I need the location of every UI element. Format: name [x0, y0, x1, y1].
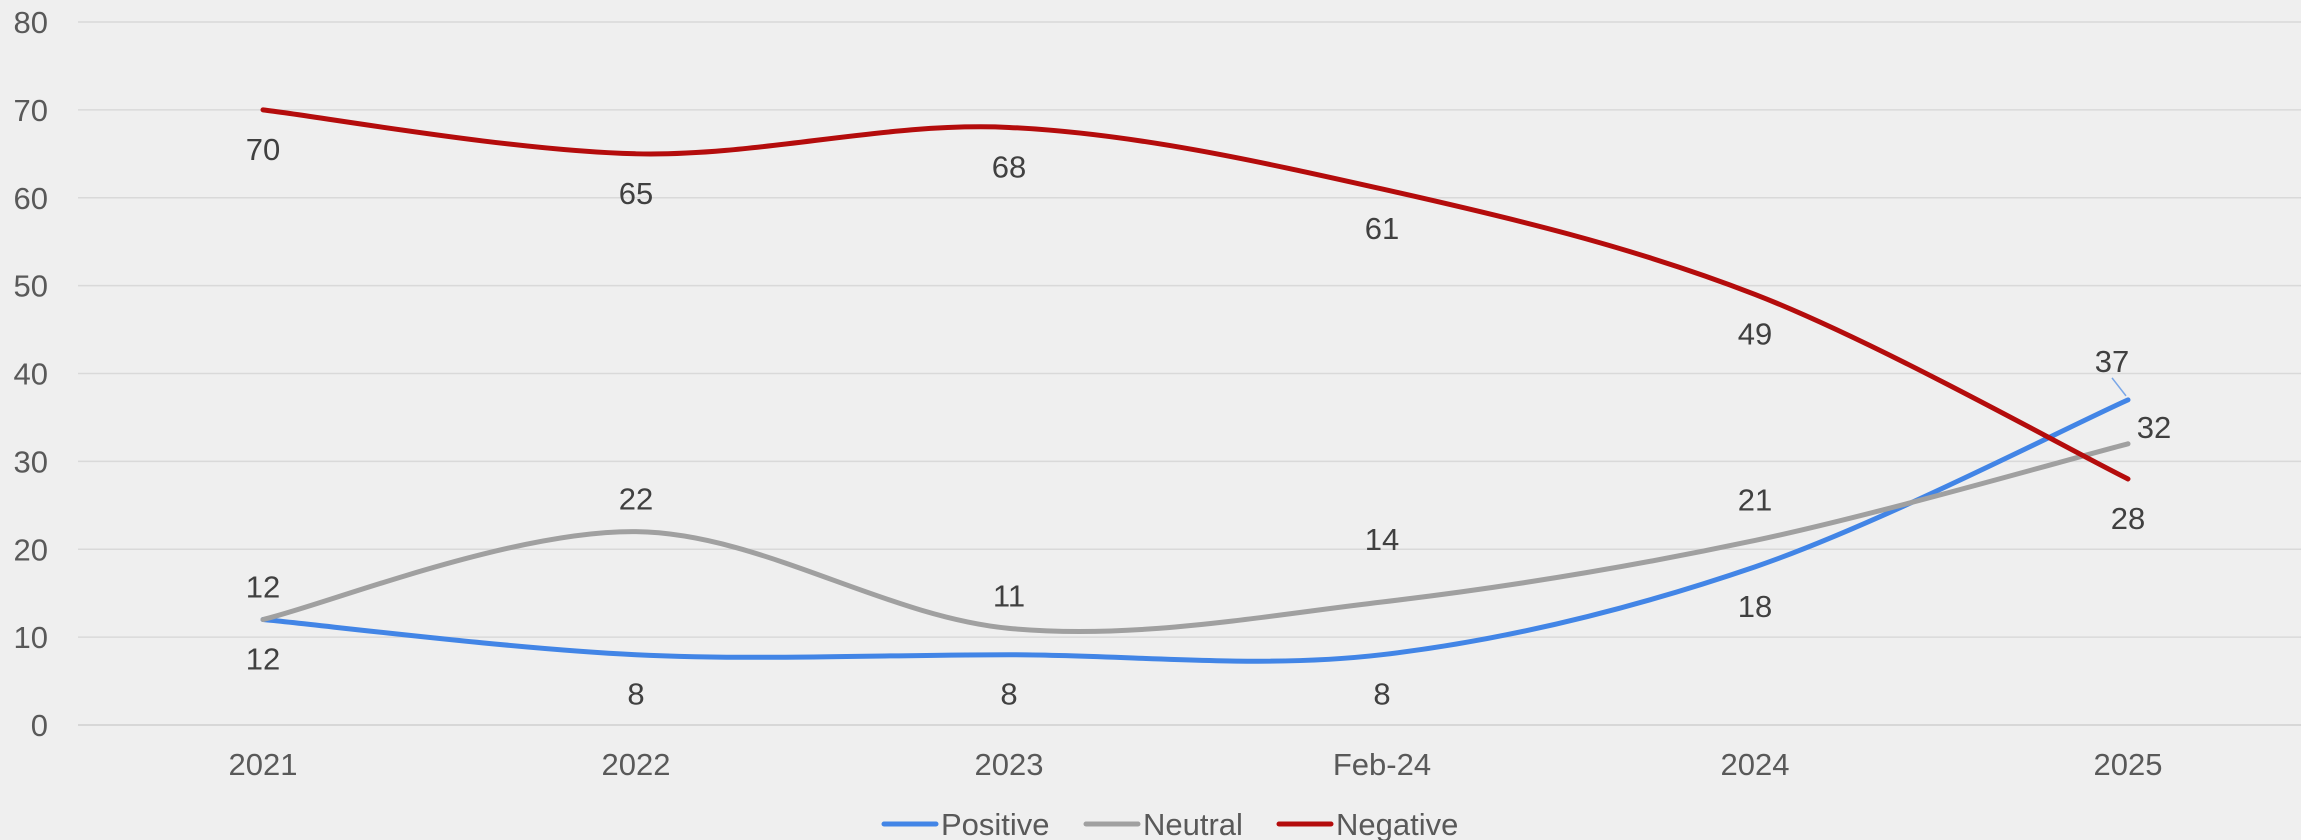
data-label-neutral: 22 — [619, 482, 653, 517]
data-label-neutral: 21 — [1738, 482, 1772, 517]
data-label-positive: 8 — [627, 677, 644, 712]
y-tick-label: 40 — [14, 357, 48, 392]
data-label-negative: 61 — [1365, 211, 1399, 246]
y-tick-label: 50 — [14, 269, 48, 304]
data-label-negative: 70 — [246, 132, 280, 167]
y-tick-label: 10 — [14, 620, 48, 655]
x-tick-label: 2023 — [975, 747, 1044, 782]
data-label-neutral: 12 — [246, 570, 280, 605]
data-label-positive: 37 — [2095, 344, 2129, 379]
y-tick-label: 70 — [14, 93, 48, 128]
data-label-negative: 49 — [1738, 316, 1772, 351]
series-line-positive — [260, 397, 2131, 664]
y-tick-label: 60 — [14, 181, 48, 216]
legend-label-negative: Negative — [1336, 807, 1458, 840]
data-label-positive: 12 — [246, 642, 280, 677]
y-tick-label: 80 — [14, 5, 48, 40]
data-label-neutral: 14 — [1365, 522, 1399, 557]
data-label-negative: 65 — [619, 176, 653, 211]
x-axis: 2021 2022 2023 Feb-24 2024 2025 — [229, 747, 2163, 782]
data-label-positive: 8 — [1373, 677, 1390, 712]
y-tick-label: 30 — [14, 444, 48, 479]
data-label-neutral: 11 — [993, 578, 1025, 613]
legend-label-positive: Positive — [941, 807, 1050, 840]
data-label-neutral: 32 — [2137, 410, 2171, 445]
y-tick-label: 20 — [14, 532, 48, 567]
gridlines — [78, 21, 2301, 726]
legend-label-neutral: Neutral — [1143, 807, 1243, 840]
y-tick-label: 0 — [31, 708, 48, 743]
label-leader-line — [2111, 377, 2127, 397]
series-lines — [260, 107, 2131, 664]
data-labels: 12 8 8 8 18 37 12 22 11 14 21 32 70 65 68 61 49 28 — [246, 132, 2171, 712]
x-tick-label: 2022 — [602, 747, 671, 782]
series-line-negative — [260, 107, 2131, 482]
y-axis: 0 10 20 30 40 50 60 70 80 — [14, 5, 48, 743]
legend: Positive Neutral Negative — [881, 807, 1458, 840]
series-line-neutral — [260, 441, 2131, 635]
data-label-negative: 28 — [2111, 501, 2145, 536]
data-label-positive: 8 — [1000, 677, 1017, 712]
data-label-positive: 18 — [1738, 589, 1772, 624]
x-tick-label: 2024 — [1721, 747, 1790, 782]
data-label-negative: 68 — [992, 149, 1026, 184]
x-tick-label: 2025 — [2094, 747, 2163, 782]
x-tick-label: 2021 — [229, 747, 298, 782]
x-tick-label: Feb-24 — [1333, 747, 1431, 782]
